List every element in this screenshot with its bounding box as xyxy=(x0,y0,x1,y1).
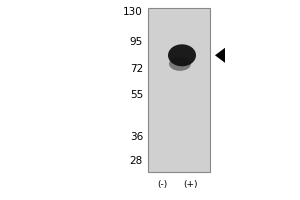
Text: 36: 36 xyxy=(130,132,143,142)
Ellipse shape xyxy=(169,57,191,71)
Text: (-): (-) xyxy=(157,180,167,189)
Text: 95: 95 xyxy=(130,37,143,47)
Polygon shape xyxy=(215,48,225,63)
Text: 55: 55 xyxy=(130,90,143,100)
Bar xyxy=(148,8,210,172)
Ellipse shape xyxy=(168,44,196,66)
Text: 28: 28 xyxy=(130,156,143,166)
Text: 130: 130 xyxy=(123,7,143,17)
Text: (+): (+) xyxy=(184,180,198,189)
Text: 72: 72 xyxy=(130,64,143,74)
